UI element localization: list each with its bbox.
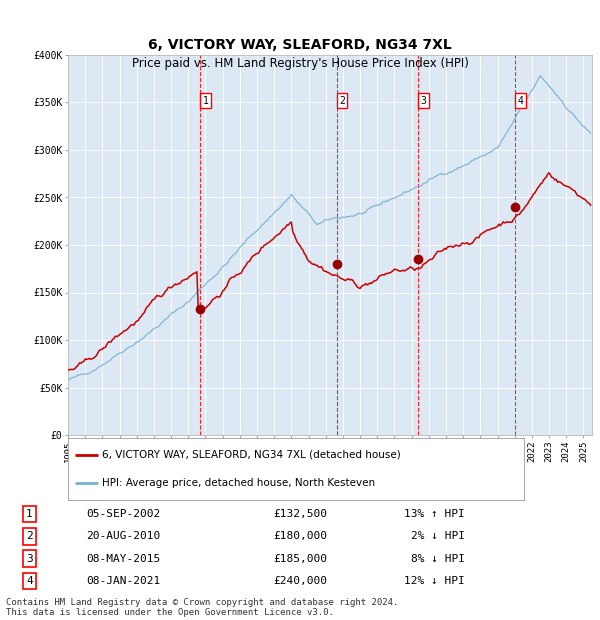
Text: 6, VICTORY WAY, SLEAFORD, NG34 7XL (detached house): 6, VICTORY WAY, SLEAFORD, NG34 7XL (deta… <box>102 450 401 460</box>
Text: HPI: Average price, detached house, North Kesteven: HPI: Average price, detached house, Nort… <box>102 478 376 489</box>
Text: Price paid vs. HM Land Registry's House Price Index (HPI): Price paid vs. HM Land Registry's House … <box>131 58 469 71</box>
Text: £240,000: £240,000 <box>273 576 327 586</box>
Text: 13% ↑ HPI: 13% ↑ HPI <box>404 509 464 519</box>
Text: 2: 2 <box>26 531 33 541</box>
Text: 1: 1 <box>203 95 208 105</box>
Text: 8% ↓ HPI: 8% ↓ HPI <box>410 554 464 564</box>
Text: 4: 4 <box>26 576 33 586</box>
Text: 3: 3 <box>26 554 33 564</box>
Text: 3: 3 <box>420 95 426 105</box>
Text: 20-AUG-2010: 20-AUG-2010 <box>86 531 161 541</box>
Text: 08-JAN-2021: 08-JAN-2021 <box>86 576 161 586</box>
Text: £185,000: £185,000 <box>273 554 327 564</box>
Text: 6, VICTORY WAY, SLEAFORD, NG34 7XL: 6, VICTORY WAY, SLEAFORD, NG34 7XL <box>148 38 452 52</box>
Text: 4: 4 <box>518 95 523 105</box>
Text: 1: 1 <box>26 509 33 519</box>
Text: 2% ↓ HPI: 2% ↓ HPI <box>410 531 464 541</box>
Text: 2: 2 <box>339 95 345 105</box>
Text: 08-MAY-2015: 08-MAY-2015 <box>86 554 161 564</box>
Text: 12% ↓ HPI: 12% ↓ HPI <box>404 576 464 586</box>
Text: £132,500: £132,500 <box>273 509 327 519</box>
Text: Contains HM Land Registry data © Crown copyright and database right 2024.
This d: Contains HM Land Registry data © Crown c… <box>6 598 398 618</box>
Text: 05-SEP-2002: 05-SEP-2002 <box>86 509 161 519</box>
Text: £180,000: £180,000 <box>273 531 327 541</box>
